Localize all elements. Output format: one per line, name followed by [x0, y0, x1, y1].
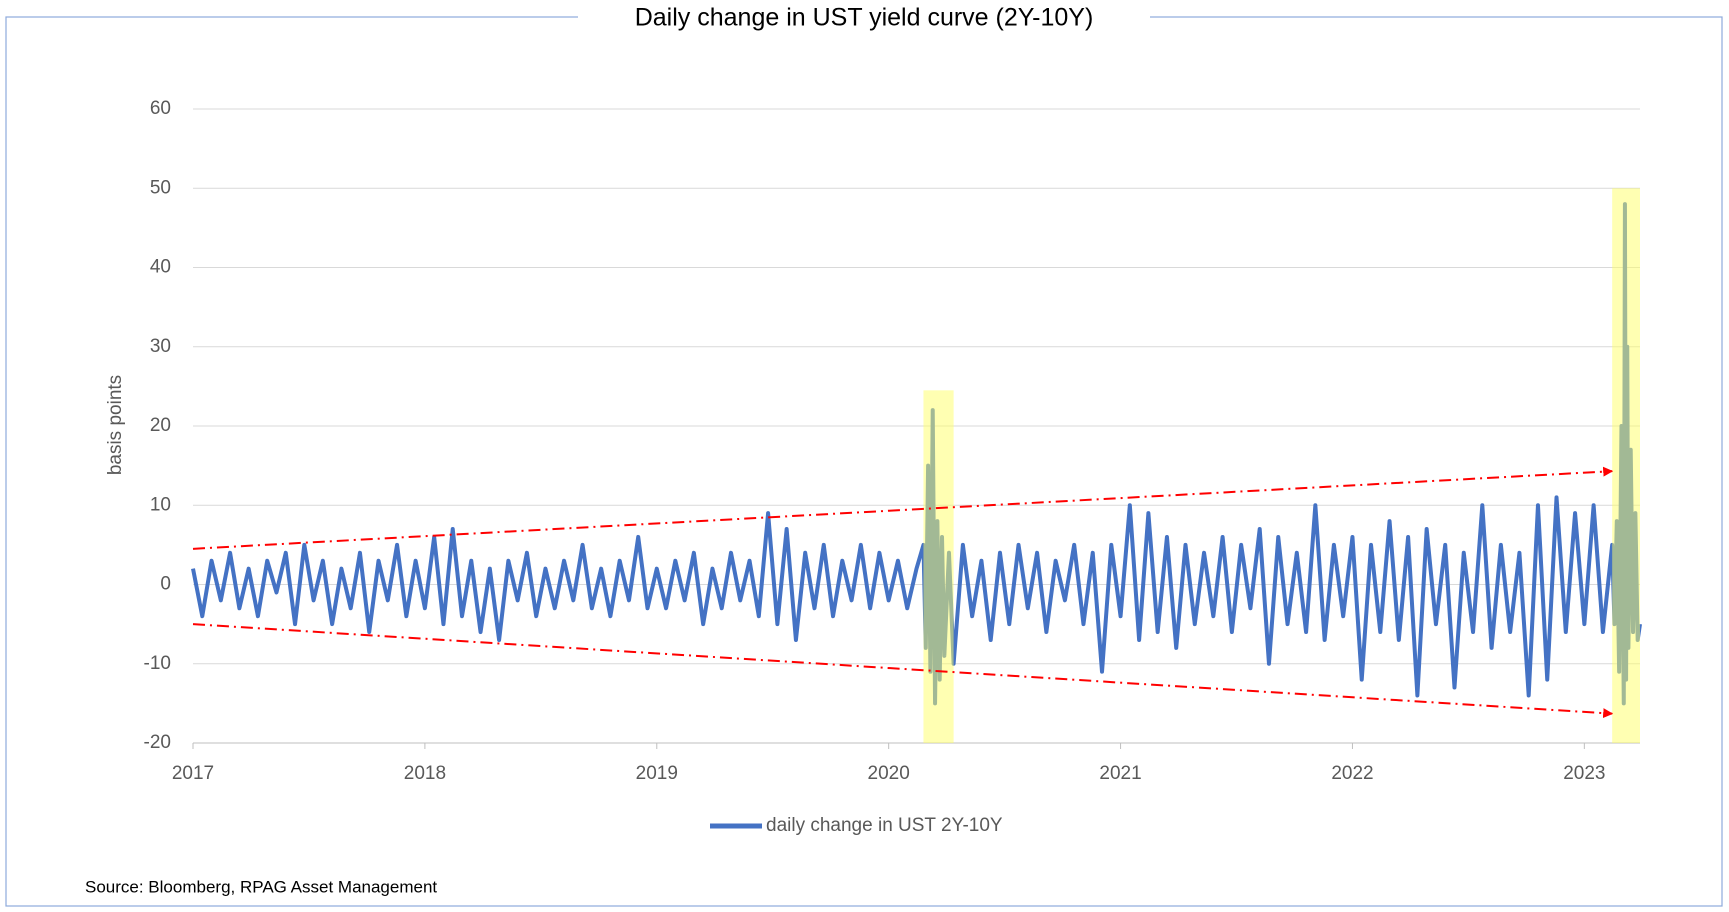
x-tick-label: 2020 — [868, 763, 910, 784]
legend-label: daily change in UST 2Y-10Y — [766, 815, 1003, 836]
title-gap — [578, 4, 1150, 32]
x-tick-label: 2023 — [1563, 763, 1605, 784]
y-tick-label: 30 — [150, 336, 171, 357]
x-tick-label: 2018 — [404, 763, 446, 784]
x-tick-label: 2017 — [172, 763, 214, 784]
y-tick-label: -20 — [144, 732, 171, 753]
source-note: Source: Bloomberg, RPAG Asset Management — [85, 877, 437, 896]
y-tick-label: 40 — [150, 257, 171, 278]
x-tick-label: 2019 — [636, 763, 678, 784]
highlight-band — [923, 390, 954, 743]
x-tick-label: 2022 — [1331, 763, 1373, 784]
trend-arrow — [192, 623, 1614, 719]
y-axis-label: basis points — [105, 375, 126, 475]
y-tick-label: -10 — [144, 653, 171, 674]
highlight-band — [1612, 188, 1640, 743]
y-tick-label: 0 — [160, 574, 171, 595]
series-line — [191, 202, 1642, 706]
chart-title: Daily change in UST yield curve (2Y-10Y) — [635, 4, 1094, 32]
frame — [5, 16, 1723, 907]
x-tick-label: 2021 — [1099, 763, 1141, 784]
y-tick-label: 60 — [150, 98, 171, 119]
y-tick-label: 10 — [150, 494, 171, 515]
trend-arrow — [192, 466, 1614, 550]
y-tick-label: 20 — [150, 415, 171, 436]
y-tick-label: 50 — [150, 177, 171, 198]
